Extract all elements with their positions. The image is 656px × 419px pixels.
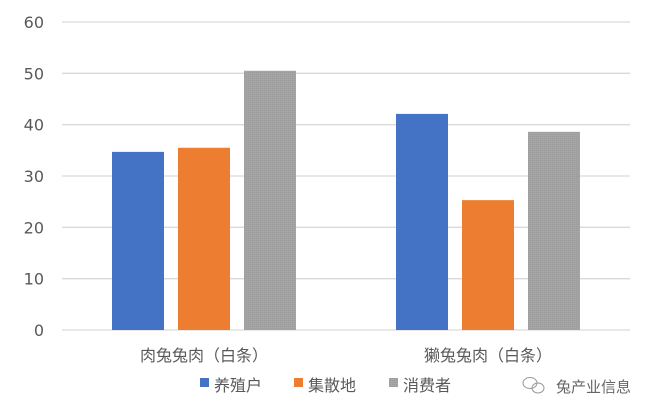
- y-tick-labels: 0 10 20 30 40 50 60: [24, 13, 44, 340]
- y-tick-label: 40: [24, 116, 44, 135]
- x-tick-label: 獭兔兔肉（白条）: [424, 346, 552, 365]
- bar-2-1: [178, 147, 230, 330]
- y-tick-label: 20: [24, 218, 44, 237]
- watermark: 兔产业信息: [522, 377, 631, 396]
- x-tick-label: 肉兔兔肉（白条）: [140, 346, 268, 365]
- bar-1-2: [396, 113, 448, 331]
- bar-2-2: [462, 200, 514, 330]
- legend-label: 集散地: [308, 376, 356, 395]
- watermark-text: 兔产业信息: [556, 378, 631, 396]
- legend-swatch: [200, 378, 209, 387]
- x-tick-labels: 肉兔兔肉（白条） 獭兔兔肉（白条）: [140, 346, 552, 365]
- bar-3-2: [528, 131, 580, 330]
- y-tick-label: 30: [24, 167, 44, 186]
- bars: [112, 70, 580, 331]
- y-tick-label: 50: [24, 64, 44, 83]
- legend: 养殖户 集散地 消费者: [200, 376, 451, 395]
- bar-3-1: [244, 70, 296, 331]
- y-tick-label: 60: [24, 13, 44, 32]
- y-tick-label: 10: [24, 270, 44, 289]
- legend-swatch: [294, 378, 303, 387]
- legend-label: 消费者: [403, 376, 451, 395]
- y-tick-label: 0: [34, 321, 44, 340]
- legend-label: 养殖户: [214, 376, 262, 395]
- legend-swatch: [389, 378, 398, 387]
- wechat-icon: [522, 377, 545, 394]
- bar-1-1: [112, 151, 164, 330]
